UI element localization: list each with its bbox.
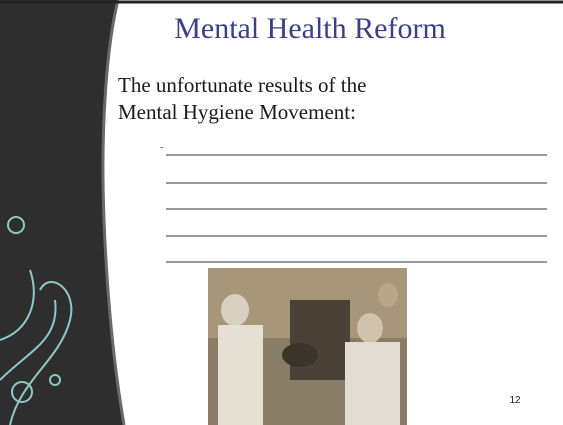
slide-graphics: - (0, 0, 563, 425)
body-text: The unfortunate results of the Mental Hy… (118, 72, 418, 126)
slide: - Mental Health Reform The unfortunate r… (0, 0, 563, 425)
page-number: 12 (500, 395, 530, 406)
slide-title: Mental Health Reform (120, 12, 500, 46)
bullet-dash: - (160, 142, 163, 153)
photo (208, 268, 407, 425)
